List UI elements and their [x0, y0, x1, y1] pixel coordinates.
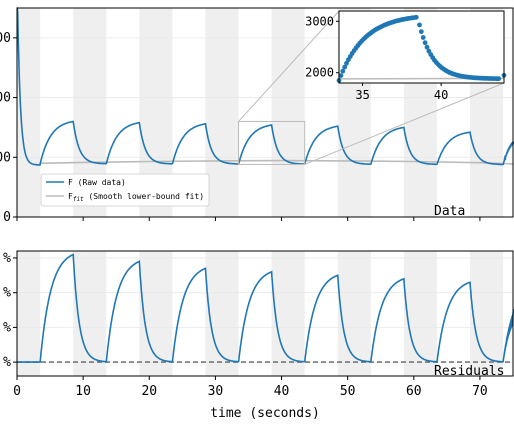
legend-fit-text: (Smooth lower-bound fit) — [84, 192, 204, 201]
x-tick-label: 0 — [13, 384, 21, 399]
inset-point — [338, 73, 344, 78]
x-tick-label: 10 — [75, 384, 91, 399]
shaded-interval — [271, 8, 305, 217]
raw-data-line — [16, 7, 514, 166]
y-tick-label: 00 — [0, 31, 11, 46]
shaded-interval — [205, 8, 239, 217]
inset-y-tick-label: 2000 — [305, 66, 334, 80]
top-frame — [16, 7, 514, 218]
top-panel: 0000000 Data F (Raw data) Ffit (Smooth l… — [0, 7, 514, 225]
y-tick-label: 00 — [0, 150, 11, 165]
shaded-interval — [337, 251, 371, 376]
inset-point — [418, 29, 424, 34]
shaded-interval — [470, 251, 504, 376]
x-tick-label: 40 — [274, 384, 290, 399]
inset-point — [340, 68, 346, 74]
shaded-interval — [403, 251, 437, 376]
y-tick-label: % — [3, 355, 11, 370]
y-tick-label: % — [3, 251, 11, 266]
shaded-interval — [17, 251, 41, 376]
inset-y-tick-label: 3000 — [305, 14, 334, 28]
shaded-interval — [271, 251, 305, 376]
legend-box — [40, 173, 210, 207]
legend-fit-label: Ffit (Smooth lower-bound fit) — [68, 192, 204, 203]
inset-x-tick-label: 40 — [434, 88, 448, 102]
x-tick-label: 30 — [208, 384, 224, 399]
fit-line — [40, 159, 514, 165]
inset-frame — [338, 10, 505, 84]
y-tick-label: 00 — [0, 91, 11, 106]
inset-point — [342, 64, 348, 70]
legend: F (Raw data) Ffit (Smooth lower-bound fi… — [40, 173, 210, 207]
x-tick-label: 70 — [472, 384, 488, 399]
inset-point — [424, 44, 430, 50]
inset-point — [422, 40, 428, 46]
residual-line — [17, 253, 514, 363]
inset-point — [496, 76, 502, 82]
legend-fit-subscript: fit — [73, 196, 84, 203]
legend-fit-symbol: F — [68, 192, 73, 201]
y-tick-label: 0 — [3, 210, 11, 225]
inset-point — [344, 60, 349, 66]
inset-point — [417, 22, 422, 28]
x-tick-label: 20 — [141, 384, 157, 399]
zoom-inset: 35 40 2000 3000 — [305, 10, 507, 102]
zoom-box — [238, 120, 306, 165]
zoom-connector-top — [238, 10, 340, 122]
x-tick-label: 50 — [340, 384, 356, 399]
top-panel-label: Data — [434, 204, 465, 219]
inset-x-tick-label: 35 — [355, 88, 369, 102]
bottom-panel-label: Residuals — [434, 364, 504, 379]
inset-background — [339, 11, 504, 83]
inset-point — [420, 35, 426, 40]
legend-raw-label: F (Raw data) — [68, 178, 126, 187]
inset-point — [413, 14, 419, 20]
y-tick-label: % — [3, 286, 11, 301]
bottom-panel: %%%% 0 10 20 30 40 50 60 70 Residuals time (sec… — [3, 250, 514, 421]
bottom-frame — [16, 250, 514, 377]
x-axis-label: time (seconds) — [210, 406, 320, 421]
zoom-connector-bottom — [304, 82, 505, 165]
y-tick-label: % — [3, 320, 11, 335]
x-tick-label: 60 — [406, 384, 422, 399]
